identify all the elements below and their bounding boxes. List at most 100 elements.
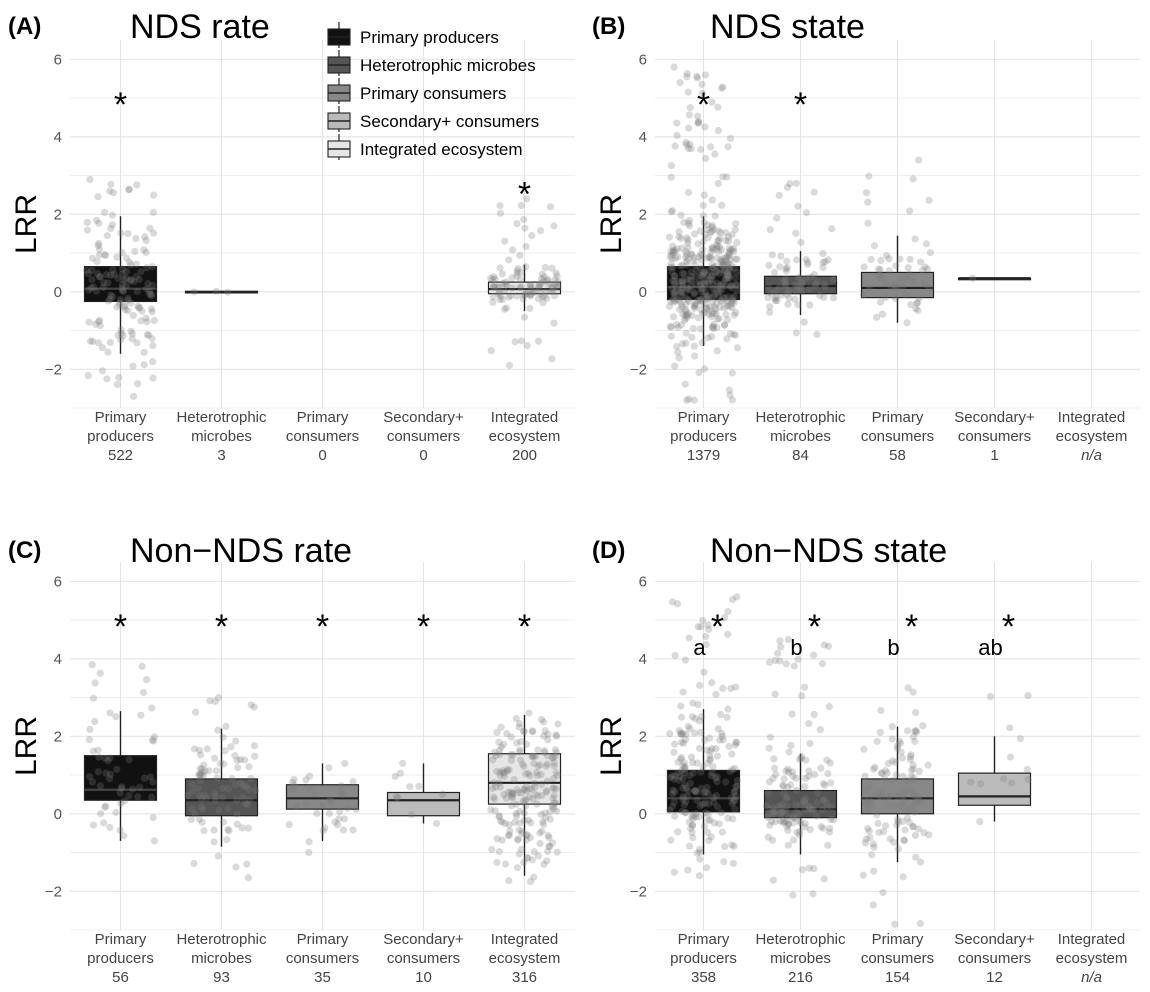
data-point xyxy=(337,789,345,797)
data-point xyxy=(900,787,908,795)
data-point xyxy=(125,792,133,800)
data-point xyxy=(699,800,707,808)
data-point xyxy=(489,293,497,301)
data-point xyxy=(678,277,686,285)
data-point xyxy=(530,759,538,768)
data-point xyxy=(683,792,692,800)
data-point xyxy=(821,781,829,789)
data-point xyxy=(909,823,917,831)
y-tick-label: 0 xyxy=(639,284,647,301)
data-point xyxy=(675,233,683,241)
data-point xyxy=(686,725,694,733)
data-point xyxy=(506,827,514,835)
data-point xyxy=(797,238,805,246)
data-point xyxy=(890,838,898,846)
category-count: 1379 xyxy=(687,447,720,464)
data-point xyxy=(703,783,711,792)
data-point xyxy=(549,784,557,792)
data-point xyxy=(516,819,524,827)
data-point xyxy=(726,767,734,776)
data-point xyxy=(520,785,528,793)
data-point xyxy=(523,831,531,839)
data-point xyxy=(493,728,501,736)
data-point xyxy=(776,808,785,816)
data-point xyxy=(523,787,531,795)
data-point xyxy=(866,795,874,803)
data-point xyxy=(116,789,124,797)
data-point xyxy=(697,306,705,314)
data-point xyxy=(719,173,727,181)
data-point xyxy=(99,283,107,292)
data-point xyxy=(517,756,525,764)
data-point xyxy=(130,278,138,286)
data-point xyxy=(500,773,508,781)
data-point xyxy=(780,775,788,783)
data-point xyxy=(674,828,682,836)
data-point xyxy=(505,766,513,774)
data-point xyxy=(122,267,131,276)
data-point xyxy=(522,287,530,296)
data-point xyxy=(82,266,91,274)
data-point xyxy=(95,273,103,281)
category-label: consumers xyxy=(861,428,934,445)
data-point xyxy=(490,283,498,291)
data-point xyxy=(921,263,929,271)
data-point xyxy=(702,788,710,796)
data-point xyxy=(783,802,791,810)
data-point xyxy=(889,776,897,784)
data-point xyxy=(721,294,729,302)
data-point xyxy=(792,229,800,237)
data-point xyxy=(509,789,517,798)
data-point xyxy=(129,362,137,370)
data-point xyxy=(510,775,518,784)
data-point xyxy=(864,825,872,833)
data-point xyxy=(911,831,920,839)
data-point xyxy=(700,822,709,830)
data-point xyxy=(687,282,695,291)
data-point xyxy=(497,743,505,751)
data-point xyxy=(913,299,921,307)
data-point xyxy=(806,285,814,293)
data-point xyxy=(683,311,691,319)
data-point xyxy=(685,818,693,826)
data-point xyxy=(685,634,693,642)
data-point xyxy=(976,817,984,826)
data-point xyxy=(98,343,107,352)
data-point xyxy=(223,835,231,844)
data-point xyxy=(526,772,534,780)
data-point xyxy=(730,264,739,272)
data-point xyxy=(685,219,693,227)
category-label: ecosystem xyxy=(1056,428,1128,445)
data-point xyxy=(783,264,792,272)
data-point xyxy=(699,270,707,279)
data-point xyxy=(488,845,496,854)
data-point xyxy=(886,835,894,843)
data-point xyxy=(688,311,696,320)
data-point xyxy=(239,782,247,790)
data-point xyxy=(733,777,741,785)
data-point xyxy=(733,255,741,263)
data-point xyxy=(705,253,713,262)
data-point xyxy=(795,274,803,283)
data-point xyxy=(93,270,101,278)
data-point xyxy=(802,255,810,264)
data-point xyxy=(313,809,321,818)
data-point xyxy=(694,296,702,304)
data-point xyxy=(801,783,809,791)
data-point xyxy=(817,822,825,831)
data-point xyxy=(686,771,694,780)
data-point xyxy=(702,632,710,641)
data-point xyxy=(194,784,202,792)
data-point xyxy=(499,767,507,775)
data-point xyxy=(251,752,259,760)
data-point xyxy=(118,287,127,295)
data-point xyxy=(771,690,779,698)
data-point xyxy=(709,793,717,802)
data-point xyxy=(732,738,740,746)
data-point xyxy=(723,302,732,310)
data-point xyxy=(511,338,519,346)
data-point xyxy=(197,771,205,780)
data-point xyxy=(544,730,552,738)
data-point xyxy=(726,391,734,399)
data-point xyxy=(86,337,95,345)
